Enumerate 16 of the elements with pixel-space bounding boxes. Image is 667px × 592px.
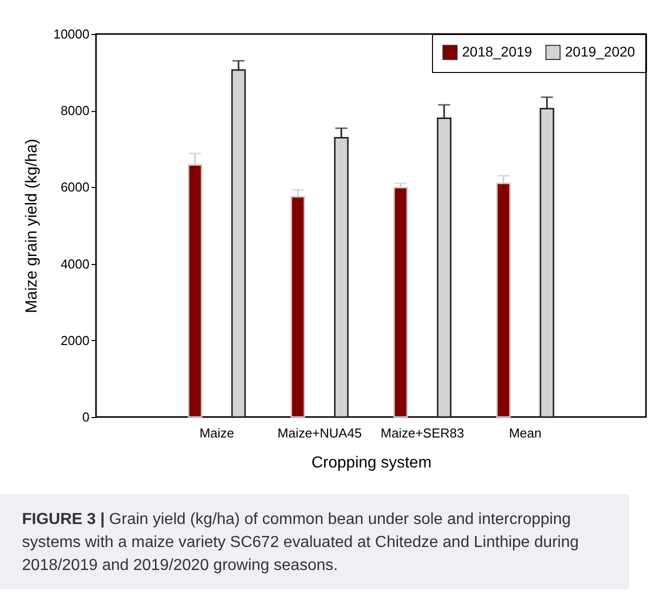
x-axis-title: Cropping system [311, 454, 432, 472]
y-tick-label: 0 [82, 410, 90, 424]
x-tick-label: Maize [199, 426, 234, 440]
y-axis-title: Maize grain yield (kg/ha) [23, 138, 40, 314]
legend-label: 2018_2019 [462, 43, 532, 60]
x-tick-label: Maize+SER83 [380, 426, 464, 440]
legend-label: 2019_2020 [565, 43, 636, 60]
x-tick-label: Maize+NUA45 [278, 426, 362, 440]
bar [393, 186, 408, 418]
y-tick-label: 2000 [60, 332, 90, 348]
caption: FIGURE 3 | Grain yield (kg/ha) of common bean under sole and intercropping systems with a maize variety SC672 evaluated at Chitedze and Linthipe during 2018/2019 and 2019/2020 growing seasons. [22, 510, 580, 576]
x-tick-label: Mean [508, 426, 542, 440]
y-tick-label: 4000 [60, 256, 90, 272]
y-tick-label: 6000 [60, 180, 90, 195]
y-tick-label: 10000 [53, 26, 90, 42]
y-tick-label: 8000 [60, 103, 90, 118]
